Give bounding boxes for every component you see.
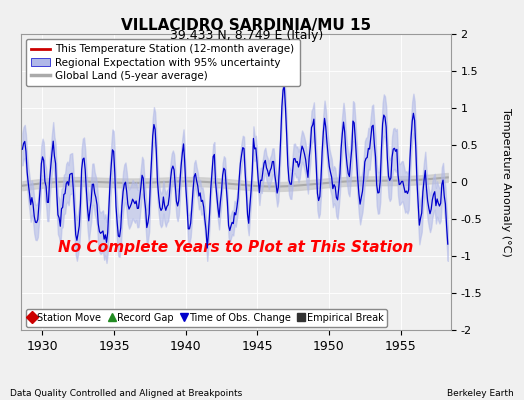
Text: No Complete Years to Plot at This Station: No Complete Years to Plot at This Statio…: [58, 240, 413, 255]
Legend: Station Move, Record Gap, Time of Obs. Change, Empirical Break: Station Move, Record Gap, Time of Obs. C…: [26, 309, 387, 327]
Text: 39.433 N, 8.749 E (Italy): 39.433 N, 8.749 E (Italy): [170, 29, 323, 42]
Text: Data Quality Controlled and Aligned at Breakpoints: Data Quality Controlled and Aligned at B…: [10, 389, 243, 398]
Text: VILLACIDRO SARDINIA/MU 15: VILLACIDRO SARDINIA/MU 15: [121, 18, 372, 33]
Y-axis label: Temperature Anomaly (°C): Temperature Anomaly (°C): [501, 108, 511, 256]
Text: Berkeley Earth: Berkeley Earth: [447, 389, 514, 398]
